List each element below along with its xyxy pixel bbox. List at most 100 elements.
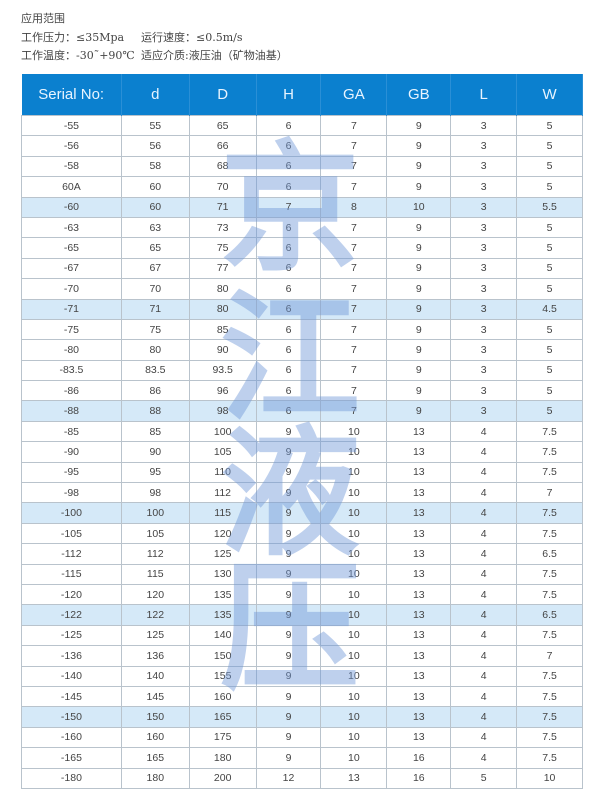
table-cell: -125 xyxy=(21,624,122,647)
table-row: -90 90 105 9 10 13 4 7.5 xyxy=(21,441,583,463)
table-cell: 3 xyxy=(450,359,518,382)
table-cell: 200 xyxy=(188,767,257,789)
table-cell: 10 xyxy=(320,747,388,769)
table-cell: 9 xyxy=(255,461,322,484)
table-cell: 3 xyxy=(450,257,518,280)
table-cell: 13 xyxy=(386,502,452,524)
column-header: H xyxy=(256,74,322,116)
table-cell: 6 xyxy=(255,318,322,341)
table-cell: 6 xyxy=(255,257,322,280)
table-cell: 6 xyxy=(255,135,322,157)
table-cell: 85 xyxy=(188,318,257,341)
table-cell: 10 xyxy=(320,665,388,687)
table-row: -136 136 150 9 10 13 4 7 xyxy=(21,645,583,667)
table-row: -65 65 75 6 7 9 3 5 xyxy=(21,237,583,259)
table-cell: 7 xyxy=(320,400,388,422)
table-cell: 9 xyxy=(255,624,322,647)
table-cell: 4.5 xyxy=(516,298,583,320)
table-row: -125 125 140 9 10 13 4 7.5 xyxy=(21,624,583,647)
table-cell: -55 xyxy=(21,114,122,137)
table-cell: 9 xyxy=(386,278,452,300)
table-row: -115 115 130 9 10 13 4 7.5 xyxy=(21,563,583,585)
table-cell: 4 xyxy=(450,706,518,728)
table-cell: 6 xyxy=(255,216,322,239)
table-cell: 10 xyxy=(320,706,388,728)
column-header: GB xyxy=(386,74,452,116)
table-cell: 7.5 xyxy=(516,665,583,687)
table-cell: 160 xyxy=(120,726,190,749)
table-cell: 65 xyxy=(188,114,257,137)
table-cell: 70 xyxy=(120,278,190,300)
table-cell: 140 xyxy=(188,624,257,647)
table-cell: 9 xyxy=(386,257,452,280)
table-cell: 5 xyxy=(516,278,583,300)
table-cell: 5 xyxy=(516,155,583,178)
spec-pressure: 工作压力：≤35Mpa xyxy=(21,31,125,44)
table-cell: 180 xyxy=(120,767,190,789)
table-cell: 9 xyxy=(255,604,322,626)
table-cell: 60 xyxy=(120,196,190,218)
table-cell: 90 xyxy=(188,339,257,361)
table-cell: -120 xyxy=(21,583,122,606)
table-cell: 98 xyxy=(188,400,257,422)
table-cell: 10 xyxy=(320,583,388,606)
spec-temperature: 工作温度：-30˜+90℃ xyxy=(21,49,135,62)
table-row: -80 80 90 6 7 9 3 5 xyxy=(21,339,583,361)
table-cell: 13 xyxy=(386,685,452,708)
table-cell: 7.5 xyxy=(516,685,583,708)
table-cell: 3 xyxy=(450,298,518,320)
table-cell: 3 xyxy=(450,176,518,198)
table-cell: 80 xyxy=(188,298,257,320)
table-cell: 7.5 xyxy=(516,624,583,647)
table-cell: -150 xyxy=(21,706,122,728)
table-cell: 136 xyxy=(120,645,190,667)
table-row: -180 180 200 12 13 16 5 10 xyxy=(21,767,583,789)
table-cell: 6 xyxy=(255,114,322,137)
table-cell: 155 xyxy=(188,665,257,687)
table-cell: 4 xyxy=(450,685,518,708)
table-cell: 75 xyxy=(188,237,257,259)
table-cell: 5 xyxy=(516,359,583,382)
table-cell: -122 xyxy=(21,604,122,626)
table-cell: 9 xyxy=(255,482,322,504)
table-cell: 9 xyxy=(386,380,452,402)
table-cell: 6 xyxy=(255,176,322,198)
table-cell: 9 xyxy=(255,502,322,524)
table-cell: 73 xyxy=(188,216,257,239)
table-cell: 4 xyxy=(450,563,518,585)
table-cell: 3 xyxy=(450,318,518,341)
table-cell: 13 xyxy=(386,563,452,585)
table-cell: 85 xyxy=(120,420,190,443)
table-cell: 13 xyxy=(320,767,388,789)
column-header: L xyxy=(450,74,518,116)
table-cell: 7 xyxy=(320,278,388,300)
table-cell: 60A xyxy=(21,176,122,198)
table-cell: 10 xyxy=(320,420,388,443)
table-cell: 105 xyxy=(188,441,257,463)
table-cell: -115 xyxy=(21,563,122,585)
table-cell: -60 xyxy=(21,196,122,218)
table-cell: 180 xyxy=(188,747,257,769)
table-row: -105 105 120 9 10 13 4 7.5 xyxy=(21,522,583,545)
table-cell: 9 xyxy=(255,665,322,687)
table-cell: 4 xyxy=(450,604,518,626)
table-cell: 7 xyxy=(516,482,583,504)
table-cell: 4 xyxy=(450,522,518,545)
table-cell: 98 xyxy=(120,482,190,504)
table-cell: 88 xyxy=(120,400,190,422)
table-row: -88 88 98 6 7 9 3 5 xyxy=(21,400,583,422)
table-cell: 9 xyxy=(386,339,452,361)
table-cell: 3 xyxy=(450,135,518,157)
spec-speed: 运行速度：≤0.5m/s xyxy=(141,31,243,44)
column-header: W xyxy=(516,74,583,116)
table-cell: 7 xyxy=(320,318,388,341)
table-cell: 7 xyxy=(255,196,322,218)
table-cell: 13 xyxy=(386,604,452,626)
table-cell: 115 xyxy=(120,563,190,585)
table-cell: 10 xyxy=(320,441,388,463)
table-cell: 7.5 xyxy=(516,441,583,463)
table-cell: 9 xyxy=(255,726,322,749)
table-cell: 9 xyxy=(255,441,322,463)
table-cell: 9 xyxy=(255,747,322,769)
table-cell: 4 xyxy=(450,645,518,667)
